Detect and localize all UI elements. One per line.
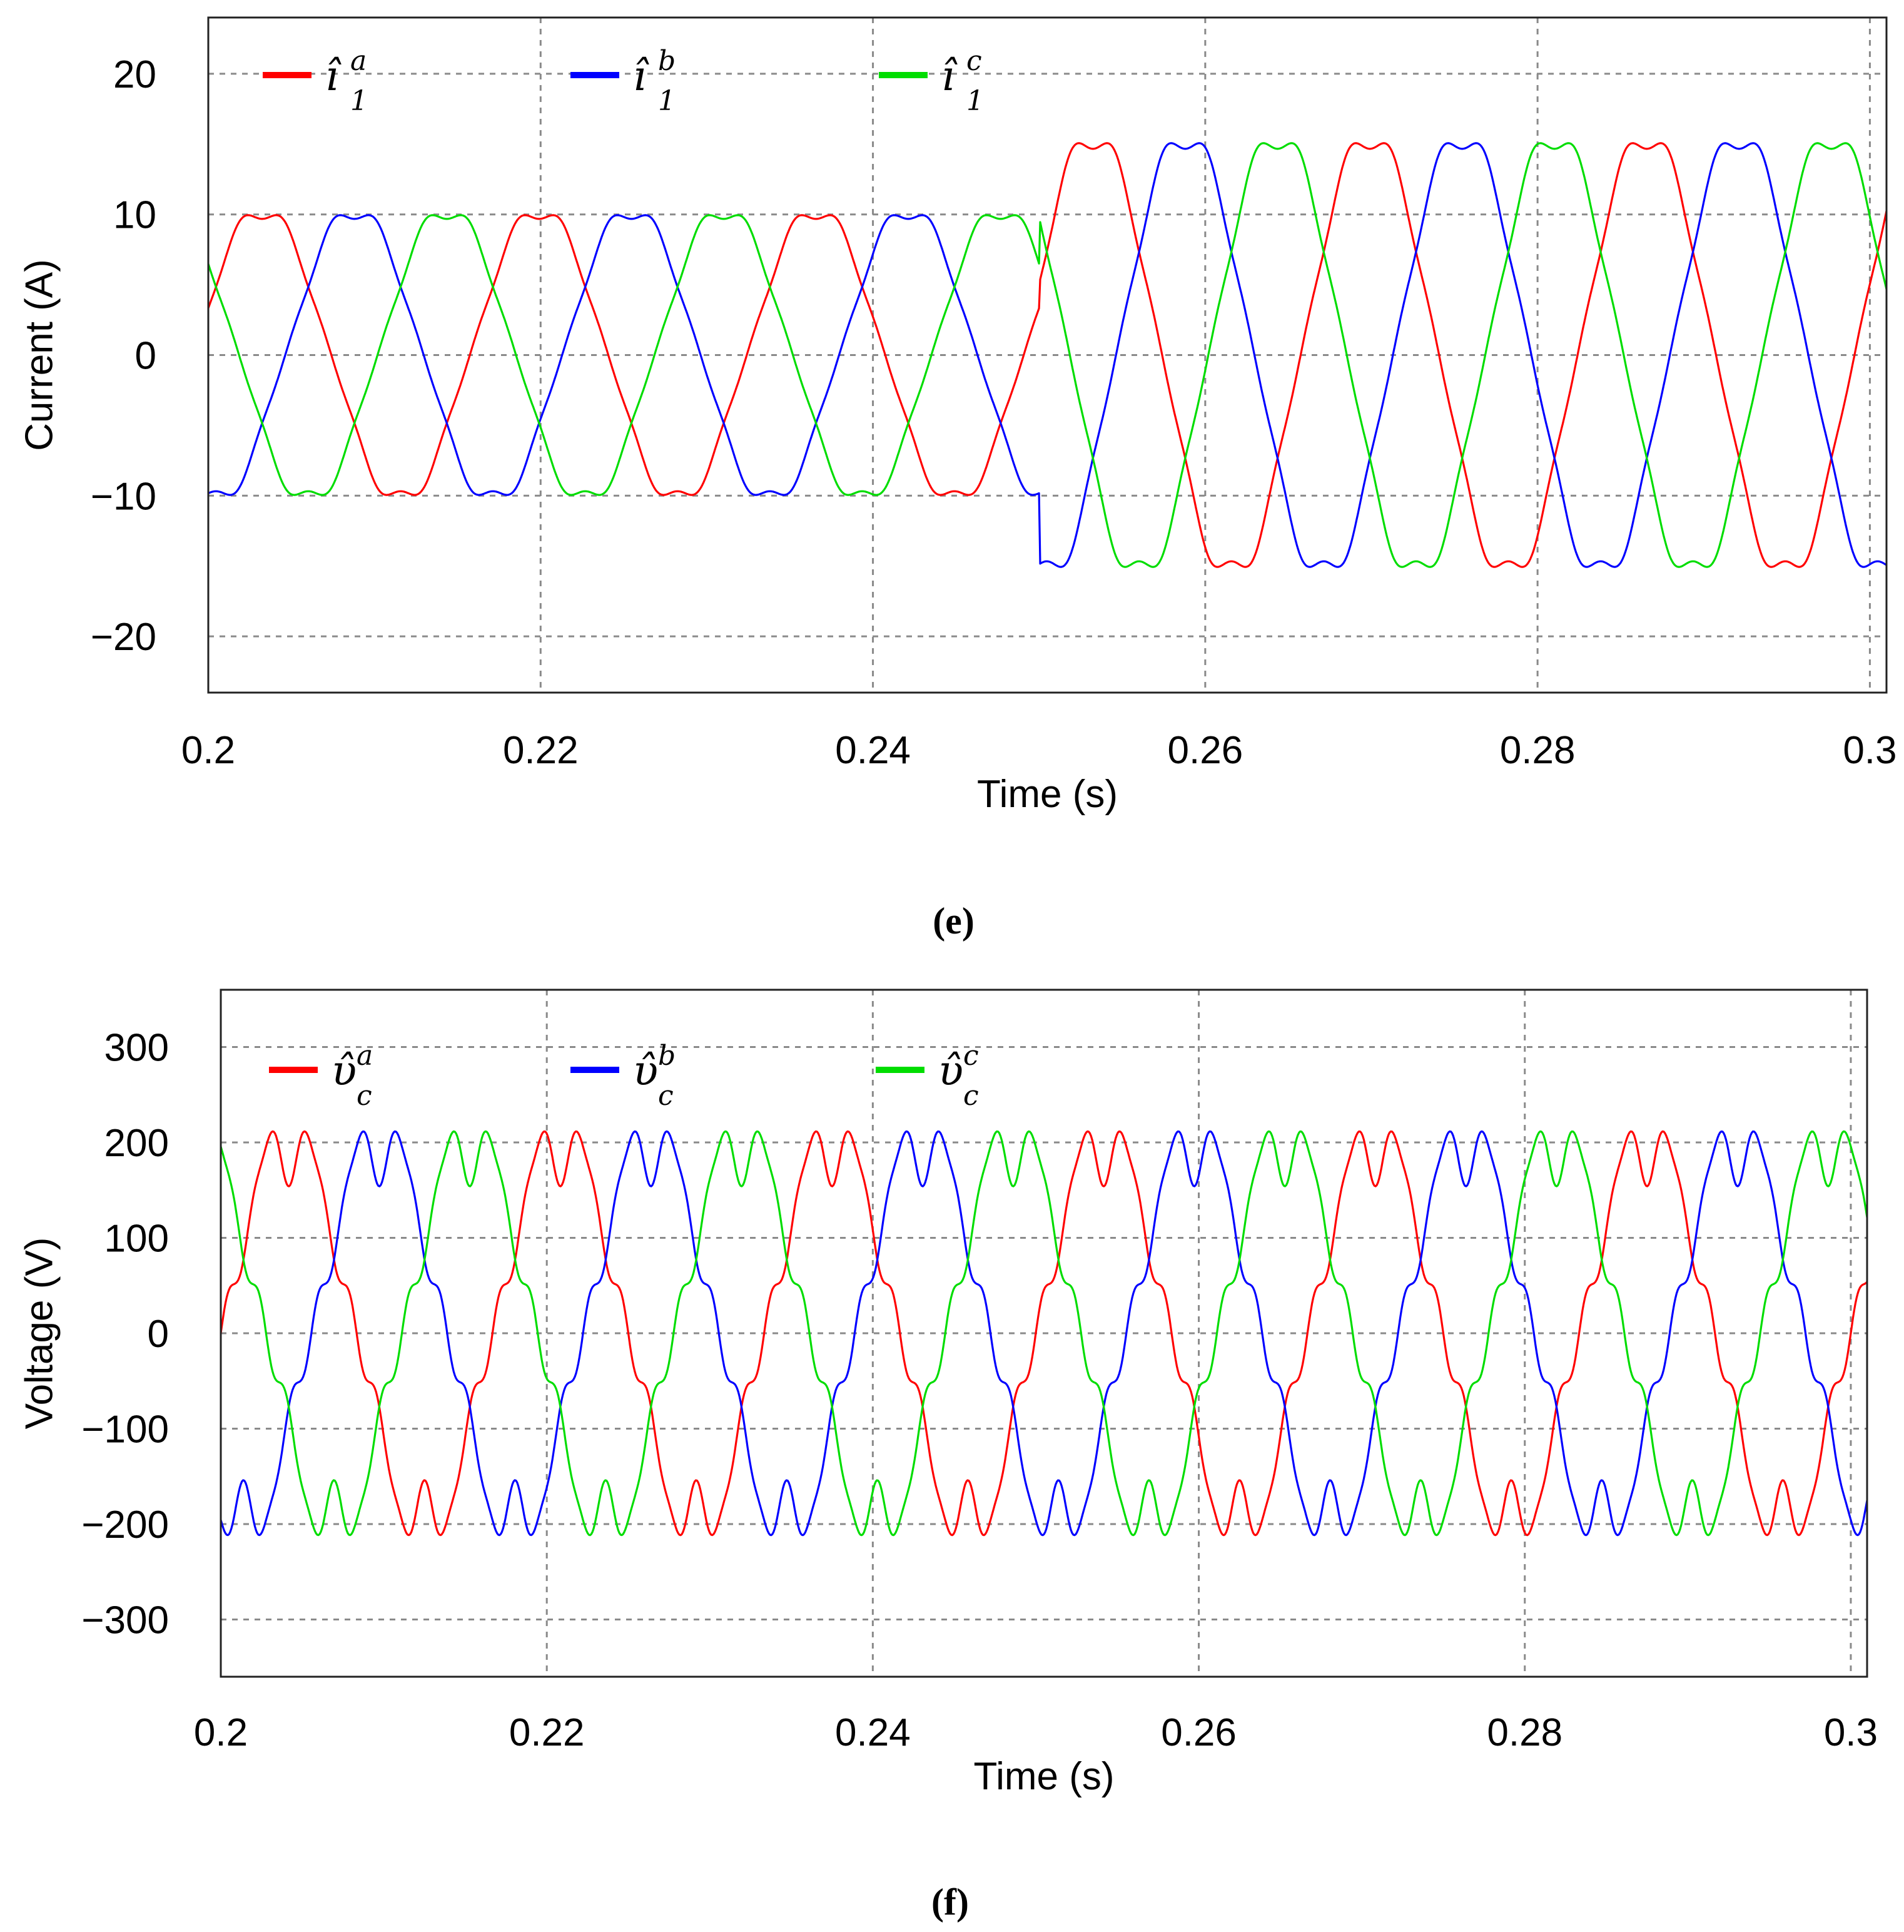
y-tick-label: 0 (135, 335, 156, 378)
y-tick-label: 200 (104, 1122, 169, 1165)
x-tick-label: 0.28 (1500, 729, 1576, 772)
y-tick-label: 20 (113, 53, 156, 96)
legend-superscript: b (658, 1040, 676, 1072)
panel-caption: (f) (931, 1881, 969, 1923)
series-line-a (207, 142, 1888, 568)
legend-subscript: 1 (658, 85, 676, 117)
x-tick-label: 0.28 (1487, 1711, 1562, 1754)
legend-symbol: υ̂ (938, 1047, 963, 1095)
y-tick-label: 100 (104, 1218, 169, 1261)
x-tick-label: 0.22 (509, 1711, 585, 1754)
plot-frame (207, 16, 1888, 694)
y-axis-label: Voltage (V) (18, 1238, 61, 1430)
y-tick-label: 300 (104, 1027, 169, 1070)
x-tick-label: 0.26 (1168, 729, 1243, 772)
x-tick-label: 0.24 (835, 729, 911, 772)
series-line-b (208, 142, 1887, 568)
series-line-b (220, 1130, 1868, 1537)
x-axis-label: Time (s) (974, 1755, 1115, 1798)
x-tick-label: 0.2 (181, 729, 235, 772)
series-line-c (220, 1130, 1868, 1537)
legend-subscript: c (658, 1080, 674, 1112)
legend-superscript: b (658, 45, 676, 77)
y-tick-label: −20 (91, 616, 156, 659)
legend-superscript: c (966, 45, 982, 77)
x-tick-label: 0.3 (1843, 729, 1896, 772)
legend-symbol: υ̂ (332, 1047, 357, 1095)
y-tick-label: 0 (148, 1313, 169, 1356)
y-tick-label: 10 (113, 194, 156, 237)
x-tick-label: 0.3 (1824, 1711, 1878, 1754)
series-line-a (220, 1130, 1868, 1537)
y-axis-label: Current (A) (18, 259, 61, 451)
y-tick-label: −200 (81, 1503, 169, 1547)
legend-superscript: c (963, 1040, 979, 1072)
chart-panel-f: 300 200 100 0 −100 −200 −300 0.2 0.22 0.24 0.26 0.2… (18, 989, 1878, 1923)
legend-superscript: a (357, 1040, 373, 1072)
legend-subscript: 1 (966, 85, 984, 117)
chart-panel-e: 20 10 0 −10 −20 0.2 0.22 0.24 0.26 0.28 0.3 Time (s… (18, 16, 1897, 942)
y-tick-label: −10 (91, 475, 156, 518)
legend-symbol: υ̂ (633, 1047, 658, 1095)
series-line-c (207, 142, 1888, 568)
legend-superscript: a (350, 45, 367, 77)
x-tick-label: 0.24 (835, 1711, 911, 1754)
x-axis-label: Time (s) (977, 773, 1118, 816)
x-tick-label: 0.22 (503, 729, 579, 772)
legend-subscript: 1 (350, 85, 368, 117)
legend-subscript: c (963, 1080, 979, 1112)
legend-subscript: c (357, 1080, 372, 1112)
x-tick-label: 0.2 (194, 1711, 248, 1754)
y-tick-label: −100 (81, 1408, 169, 1452)
panel-caption: (e) (933, 900, 975, 942)
y-tick-label: −300 (81, 1599, 169, 1642)
plot-frame (220, 989, 1868, 1678)
x-tick-label: 0.26 (1161, 1711, 1237, 1754)
